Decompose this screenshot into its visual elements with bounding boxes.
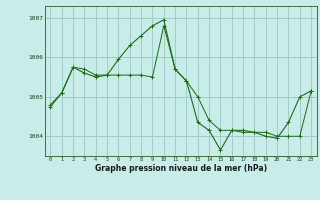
X-axis label: Graphe pression niveau de la mer (hPa): Graphe pression niveau de la mer (hPa)	[95, 164, 267, 173]
